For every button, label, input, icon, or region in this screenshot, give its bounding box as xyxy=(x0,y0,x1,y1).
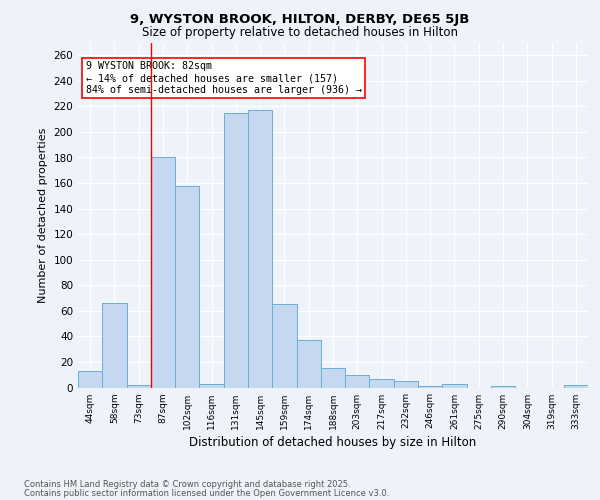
Bar xyxy=(491,386,515,388)
Text: 9, WYSTON BROOK, HILTON, DERBY, DE65 5JB: 9, WYSTON BROOK, HILTON, DERBY, DE65 5JB xyxy=(130,12,470,26)
Bar xyxy=(127,385,151,388)
Bar xyxy=(78,371,102,388)
Bar xyxy=(394,381,418,388)
Bar xyxy=(102,303,127,388)
Text: 9 WYSTON BROOK: 82sqm
← 14% of detached houses are smaller (157)
84% of semi-det: 9 WYSTON BROOK: 82sqm ← 14% of detached … xyxy=(86,62,362,94)
Bar xyxy=(418,386,442,388)
Bar xyxy=(151,158,175,388)
Y-axis label: Number of detached properties: Number of detached properties xyxy=(38,128,48,302)
Bar xyxy=(199,384,224,388)
X-axis label: Distribution of detached houses by size in Hilton: Distribution of detached houses by size … xyxy=(190,436,476,448)
Bar xyxy=(224,113,248,388)
Bar xyxy=(272,304,296,388)
Bar xyxy=(175,186,199,388)
Bar xyxy=(296,340,321,388)
Bar xyxy=(321,368,345,388)
Bar xyxy=(370,378,394,388)
Bar xyxy=(564,385,588,388)
Text: Size of property relative to detached houses in Hilton: Size of property relative to detached ho… xyxy=(142,26,458,39)
Bar xyxy=(345,374,370,388)
Bar xyxy=(248,110,272,388)
Bar xyxy=(442,384,467,388)
Text: Contains HM Land Registry data © Crown copyright and database right 2025.: Contains HM Land Registry data © Crown c… xyxy=(24,480,350,489)
Text: Contains public sector information licensed under the Open Government Licence v3: Contains public sector information licen… xyxy=(24,489,389,498)
